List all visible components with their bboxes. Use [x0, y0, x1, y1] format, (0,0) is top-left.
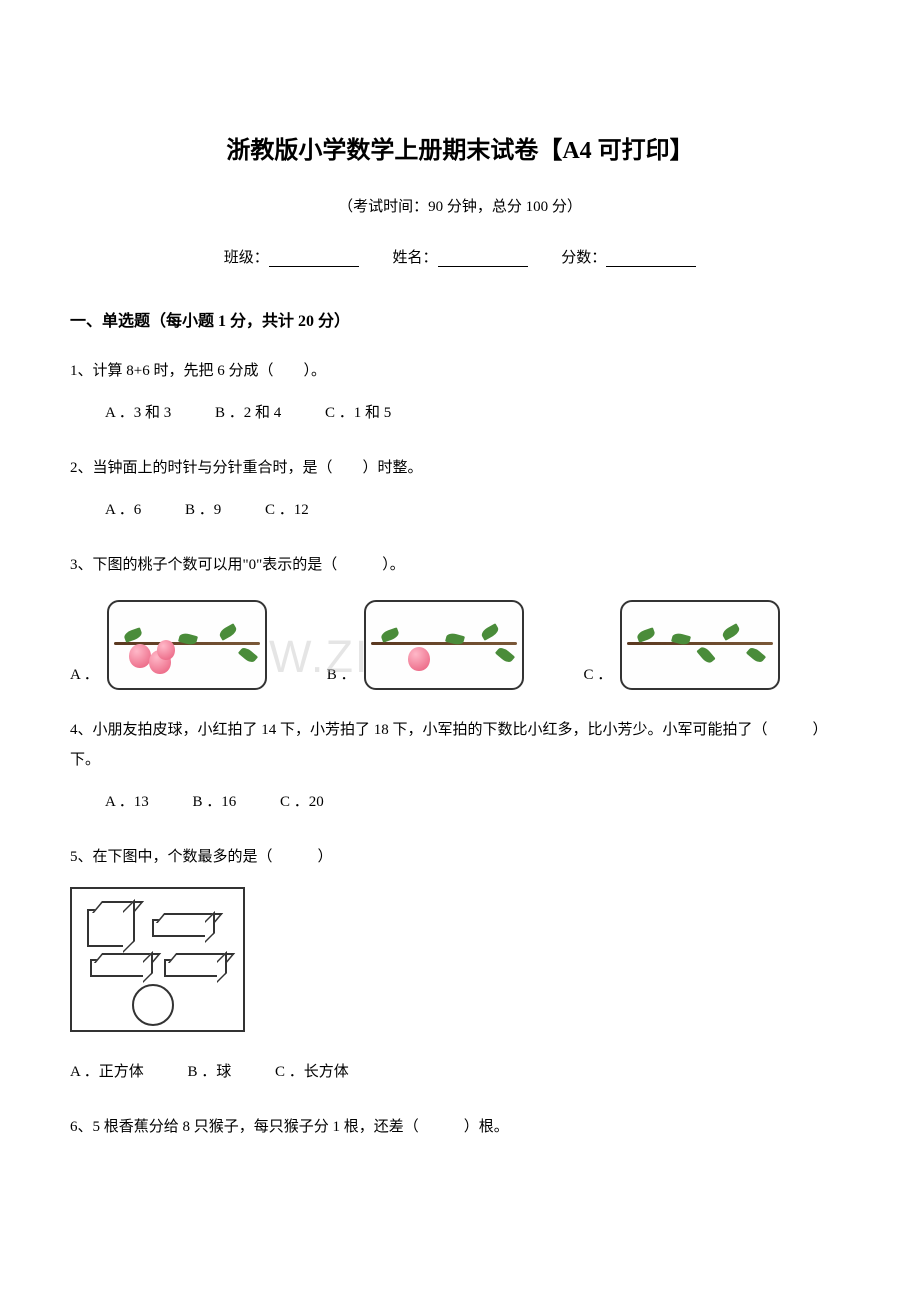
q3-image-c: C ．: [584, 600, 781, 690]
q4-option-a: A ．13: [105, 794, 149, 810]
question-3-images: A ． B ．: [70, 600, 850, 690]
peach-box-a: [107, 600, 267, 690]
peach-icon: [408, 647, 430, 671]
leaf-icon: [746, 645, 766, 664]
q5-option-b: B ．球: [188, 1064, 232, 1080]
exam-title: 浙教版小学数学上册期末试卷【A4 可打印】: [70, 130, 850, 165]
branch-icon: [627, 642, 773, 645]
question-1-text: 1、计算 8+6 时，先把 6 分成（ ）。: [70, 356, 850, 386]
leaf-icon: [479, 623, 500, 641]
question-2-options: A ．6 B ．9 C ．12: [70, 495, 850, 525]
section-1-header: 一、单选题（每小题 1 分，共计 20 分）: [70, 307, 850, 331]
question-6-text: 6、5 根香蕉分给 8 只猴子，每只猴子分 1 根，还差（ ）根。: [70, 1112, 850, 1142]
question-1-options: A ．3 和 3 B ．2 和 4 C ．1 和 5: [70, 398, 850, 428]
cuboid-icon: [90, 959, 145, 977]
leaf-icon: [636, 627, 656, 643]
student-info-line: 班级： 姓名： 分数：: [70, 246, 850, 267]
leaf-icon: [697, 645, 716, 665]
class-blank[interactable]: [269, 251, 359, 267]
cuboid-icon: [152, 919, 207, 937]
leaf-icon: [123, 627, 143, 643]
shapes-diagram: [70, 887, 245, 1032]
q5-option-c: C ．长方体: [275, 1064, 349, 1080]
question-6: 6、5 根香蕉分给 8 只猴子，每只猴子分 1 根，还差（ ）根。: [70, 1112, 850, 1142]
q1-option-a: A ．3 和 3: [105, 405, 171, 421]
q2-option-b: B ．9: [185, 502, 221, 518]
score-blank[interactable]: [606, 251, 696, 267]
question-2-text: 2、当钟面上的时针与分针重合时，是（ ）时整。: [70, 453, 850, 483]
name-label: 姓名：: [392, 250, 437, 266]
score-label: 分数：: [561, 250, 606, 266]
q3-label-b: B ．: [327, 660, 356, 690]
question-5-options: A ．正方体 B ．球 C ．长方体: [70, 1057, 850, 1087]
q1-option-c: C ．1 和 5: [325, 405, 391, 421]
question-1: 1、计算 8+6 时，先把 6 分成（ ）。 A ．3 和 3 B ．2 和 4…: [70, 356, 850, 428]
class-label: 班级：: [224, 250, 269, 266]
cuboid-icon: [164, 959, 219, 977]
question-4: 4、小朋友拍皮球，小红拍了 14 下，小芳拍了 18 下，小军拍的下数比小红多，…: [70, 715, 850, 817]
q3-label-c: C ．: [584, 660, 613, 690]
q4-option-b: B ．16: [193, 794, 237, 810]
q3-image-b: B ．: [327, 600, 524, 690]
question-2: 2、当钟面上的时针与分针重合时，是（ ）时整。 A ．6 B ．9 C ．12: [70, 453, 850, 525]
leaf-icon: [721, 623, 742, 641]
name-blank[interactable]: [438, 251, 528, 267]
exam-subtitle: （考试时间：90 分钟，总分 100 分）: [70, 195, 850, 216]
sphere-icon: [132, 984, 174, 1026]
page-container: 浙教版小学数学上册期末试卷【A4 可打印】 （考试时间：90 分钟，总分 100…: [0, 0, 920, 1227]
leaf-icon: [238, 645, 258, 664]
peach-box-c: [620, 600, 780, 690]
q2-option-c: C ．12: [265, 502, 309, 518]
question-4-text: 4、小朋友拍皮球，小红拍了 14 下，小芳拍了 18 下，小军拍的下数比小红多，…: [70, 715, 850, 775]
question-5-text: 5、在下图中，个数最多的是（ ）: [70, 842, 850, 872]
leaf-icon: [494, 645, 514, 664]
peach-icon: [157, 640, 175, 660]
question-3: 3、下图的桃子个数可以用"0"表示的是（ ）。 A ． B ．: [70, 550, 850, 690]
question-4-options: A ．13 B ．16 C ．20: [70, 787, 850, 817]
q2-option-a: A ．6: [105, 502, 141, 518]
branch-icon: [371, 642, 517, 645]
q4-option-c: C ．20: [280, 794, 324, 810]
cube-icon: [87, 909, 125, 947]
q5-option-a: A ．正方体: [70, 1064, 144, 1080]
question-3-text: 3、下图的桃子个数可以用"0"表示的是（ ）。: [70, 550, 850, 580]
q1-option-b: B ．2 和 4: [215, 405, 281, 421]
q3-label-a: A ．: [70, 660, 99, 690]
question-5: 5、在下图中，个数最多的是（ ） A ．正方体 B ．球 C ．长方体: [70, 842, 850, 1087]
peach-icon: [129, 644, 151, 668]
q3-image-a: A ．: [70, 600, 267, 690]
peach-box-b: [364, 600, 524, 690]
leaf-icon: [217, 623, 238, 641]
leaf-icon: [379, 627, 399, 643]
